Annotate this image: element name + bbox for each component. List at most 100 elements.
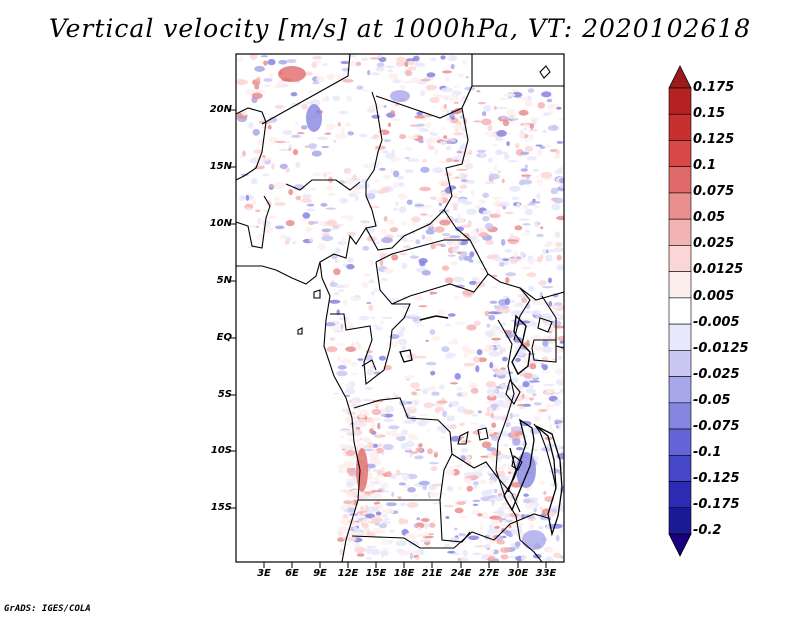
field-speckle bbox=[410, 550, 421, 555]
field-speckle bbox=[501, 415, 511, 418]
field-speckle bbox=[457, 557, 462, 562]
field-speckle bbox=[476, 260, 485, 264]
field-speckle bbox=[351, 463, 355, 466]
lon-label: 24E bbox=[450, 568, 472, 579]
field-speckle bbox=[543, 242, 552, 248]
lon-label: 21E bbox=[421, 568, 443, 579]
field-speckle bbox=[499, 516, 503, 523]
field-speckle bbox=[520, 135, 525, 140]
field-speckle bbox=[454, 507, 464, 514]
field-speckle bbox=[556, 254, 562, 261]
field-speckle bbox=[366, 301, 372, 305]
field-speckle bbox=[489, 361, 494, 369]
field-speckle bbox=[286, 59, 297, 64]
field-speckle bbox=[255, 89, 267, 93]
field-speckle bbox=[484, 181, 496, 185]
field-speckle bbox=[345, 383, 353, 388]
field-speckle bbox=[514, 225, 523, 231]
field-speckle bbox=[262, 220, 272, 227]
field-speckle bbox=[345, 526, 352, 530]
plot-frame bbox=[235, 53, 565, 563]
field-speckle bbox=[404, 60, 409, 68]
field-speckle bbox=[532, 299, 536, 303]
field-speckle bbox=[453, 276, 465, 283]
field-speckle bbox=[343, 167, 352, 174]
field-speckle bbox=[337, 122, 341, 127]
field-speckle bbox=[414, 133, 420, 137]
field-speckle bbox=[441, 265, 450, 271]
field-speckle bbox=[481, 111, 487, 117]
field-speckle bbox=[312, 81, 320, 85]
colorbar-segment bbox=[668, 87, 692, 115]
field-speckle bbox=[440, 436, 446, 439]
field-speckle bbox=[448, 235, 461, 239]
field-speckle bbox=[522, 233, 531, 236]
field-speckle bbox=[255, 225, 259, 228]
field-speckle bbox=[504, 519, 514, 523]
field-speckle bbox=[245, 194, 250, 201]
field-speckle bbox=[491, 434, 500, 441]
field-speckle bbox=[359, 437, 363, 440]
field-speckle bbox=[380, 278, 388, 281]
field-speckle bbox=[405, 147, 413, 151]
colorbar-label: -0.05 bbox=[693, 393, 731, 408]
field-speckle bbox=[399, 133, 407, 140]
field-speckle bbox=[505, 422, 510, 428]
field-speckle bbox=[262, 159, 267, 162]
field-speckle bbox=[490, 550, 496, 553]
field-speckle bbox=[553, 247, 564, 252]
field-speckle bbox=[420, 166, 430, 173]
field-speckle bbox=[249, 54, 258, 60]
field-speckle bbox=[532, 309, 541, 316]
field-speckle bbox=[507, 113, 517, 120]
field-speckle bbox=[345, 387, 356, 395]
field-speckle bbox=[277, 80, 283, 88]
field-speckle bbox=[541, 91, 552, 98]
field-speckle bbox=[554, 231, 561, 238]
field-speckle bbox=[441, 87, 453, 93]
field-speckle bbox=[445, 466, 456, 469]
field-speckle bbox=[301, 103, 308, 110]
field-speckle bbox=[532, 300, 545, 306]
field-speckle bbox=[341, 470, 347, 473]
field-speckle bbox=[546, 104, 556, 110]
field-speckle bbox=[344, 394, 351, 397]
field-speckle bbox=[346, 480, 354, 488]
field-speckle bbox=[401, 221, 407, 226]
field-speckle bbox=[381, 237, 393, 244]
field-speckle bbox=[499, 547, 511, 553]
field-speckle bbox=[473, 320, 481, 326]
field-speckle bbox=[526, 176, 531, 179]
field-speckle bbox=[493, 164, 498, 172]
lat-label: 20N bbox=[209, 104, 232, 115]
colorbar-arrow-top bbox=[668, 65, 692, 89]
field-speckle bbox=[387, 122, 392, 128]
field-speckle bbox=[438, 384, 445, 390]
field-speckle bbox=[321, 228, 331, 233]
field-speckle bbox=[520, 266, 532, 270]
field-speckle bbox=[541, 370, 550, 374]
field-speckle bbox=[355, 184, 366, 190]
field-speckle bbox=[420, 518, 430, 522]
field-speckle bbox=[384, 139, 392, 143]
field-speckle bbox=[353, 417, 359, 422]
field-speckle bbox=[421, 388, 429, 395]
field-speckle bbox=[557, 335, 564, 342]
field-speckle bbox=[321, 146, 330, 148]
field-speckle bbox=[542, 112, 551, 116]
field-speckle bbox=[381, 228, 387, 235]
field-speckle bbox=[415, 533, 428, 537]
field-speckle bbox=[491, 403, 497, 411]
field-speckle bbox=[516, 202, 521, 209]
field-speckle bbox=[515, 143, 520, 149]
field-speckle bbox=[404, 519, 409, 525]
field-speckle bbox=[429, 291, 438, 295]
field-speckle bbox=[385, 502, 397, 507]
lat-label: 5S bbox=[217, 389, 232, 400]
field-speckle bbox=[351, 372, 358, 376]
field-speckle bbox=[480, 524, 484, 530]
field-speckle bbox=[304, 101, 317, 104]
field-speckle bbox=[529, 362, 537, 370]
field-speckle bbox=[364, 386, 374, 391]
field-speckle bbox=[373, 325, 380, 328]
